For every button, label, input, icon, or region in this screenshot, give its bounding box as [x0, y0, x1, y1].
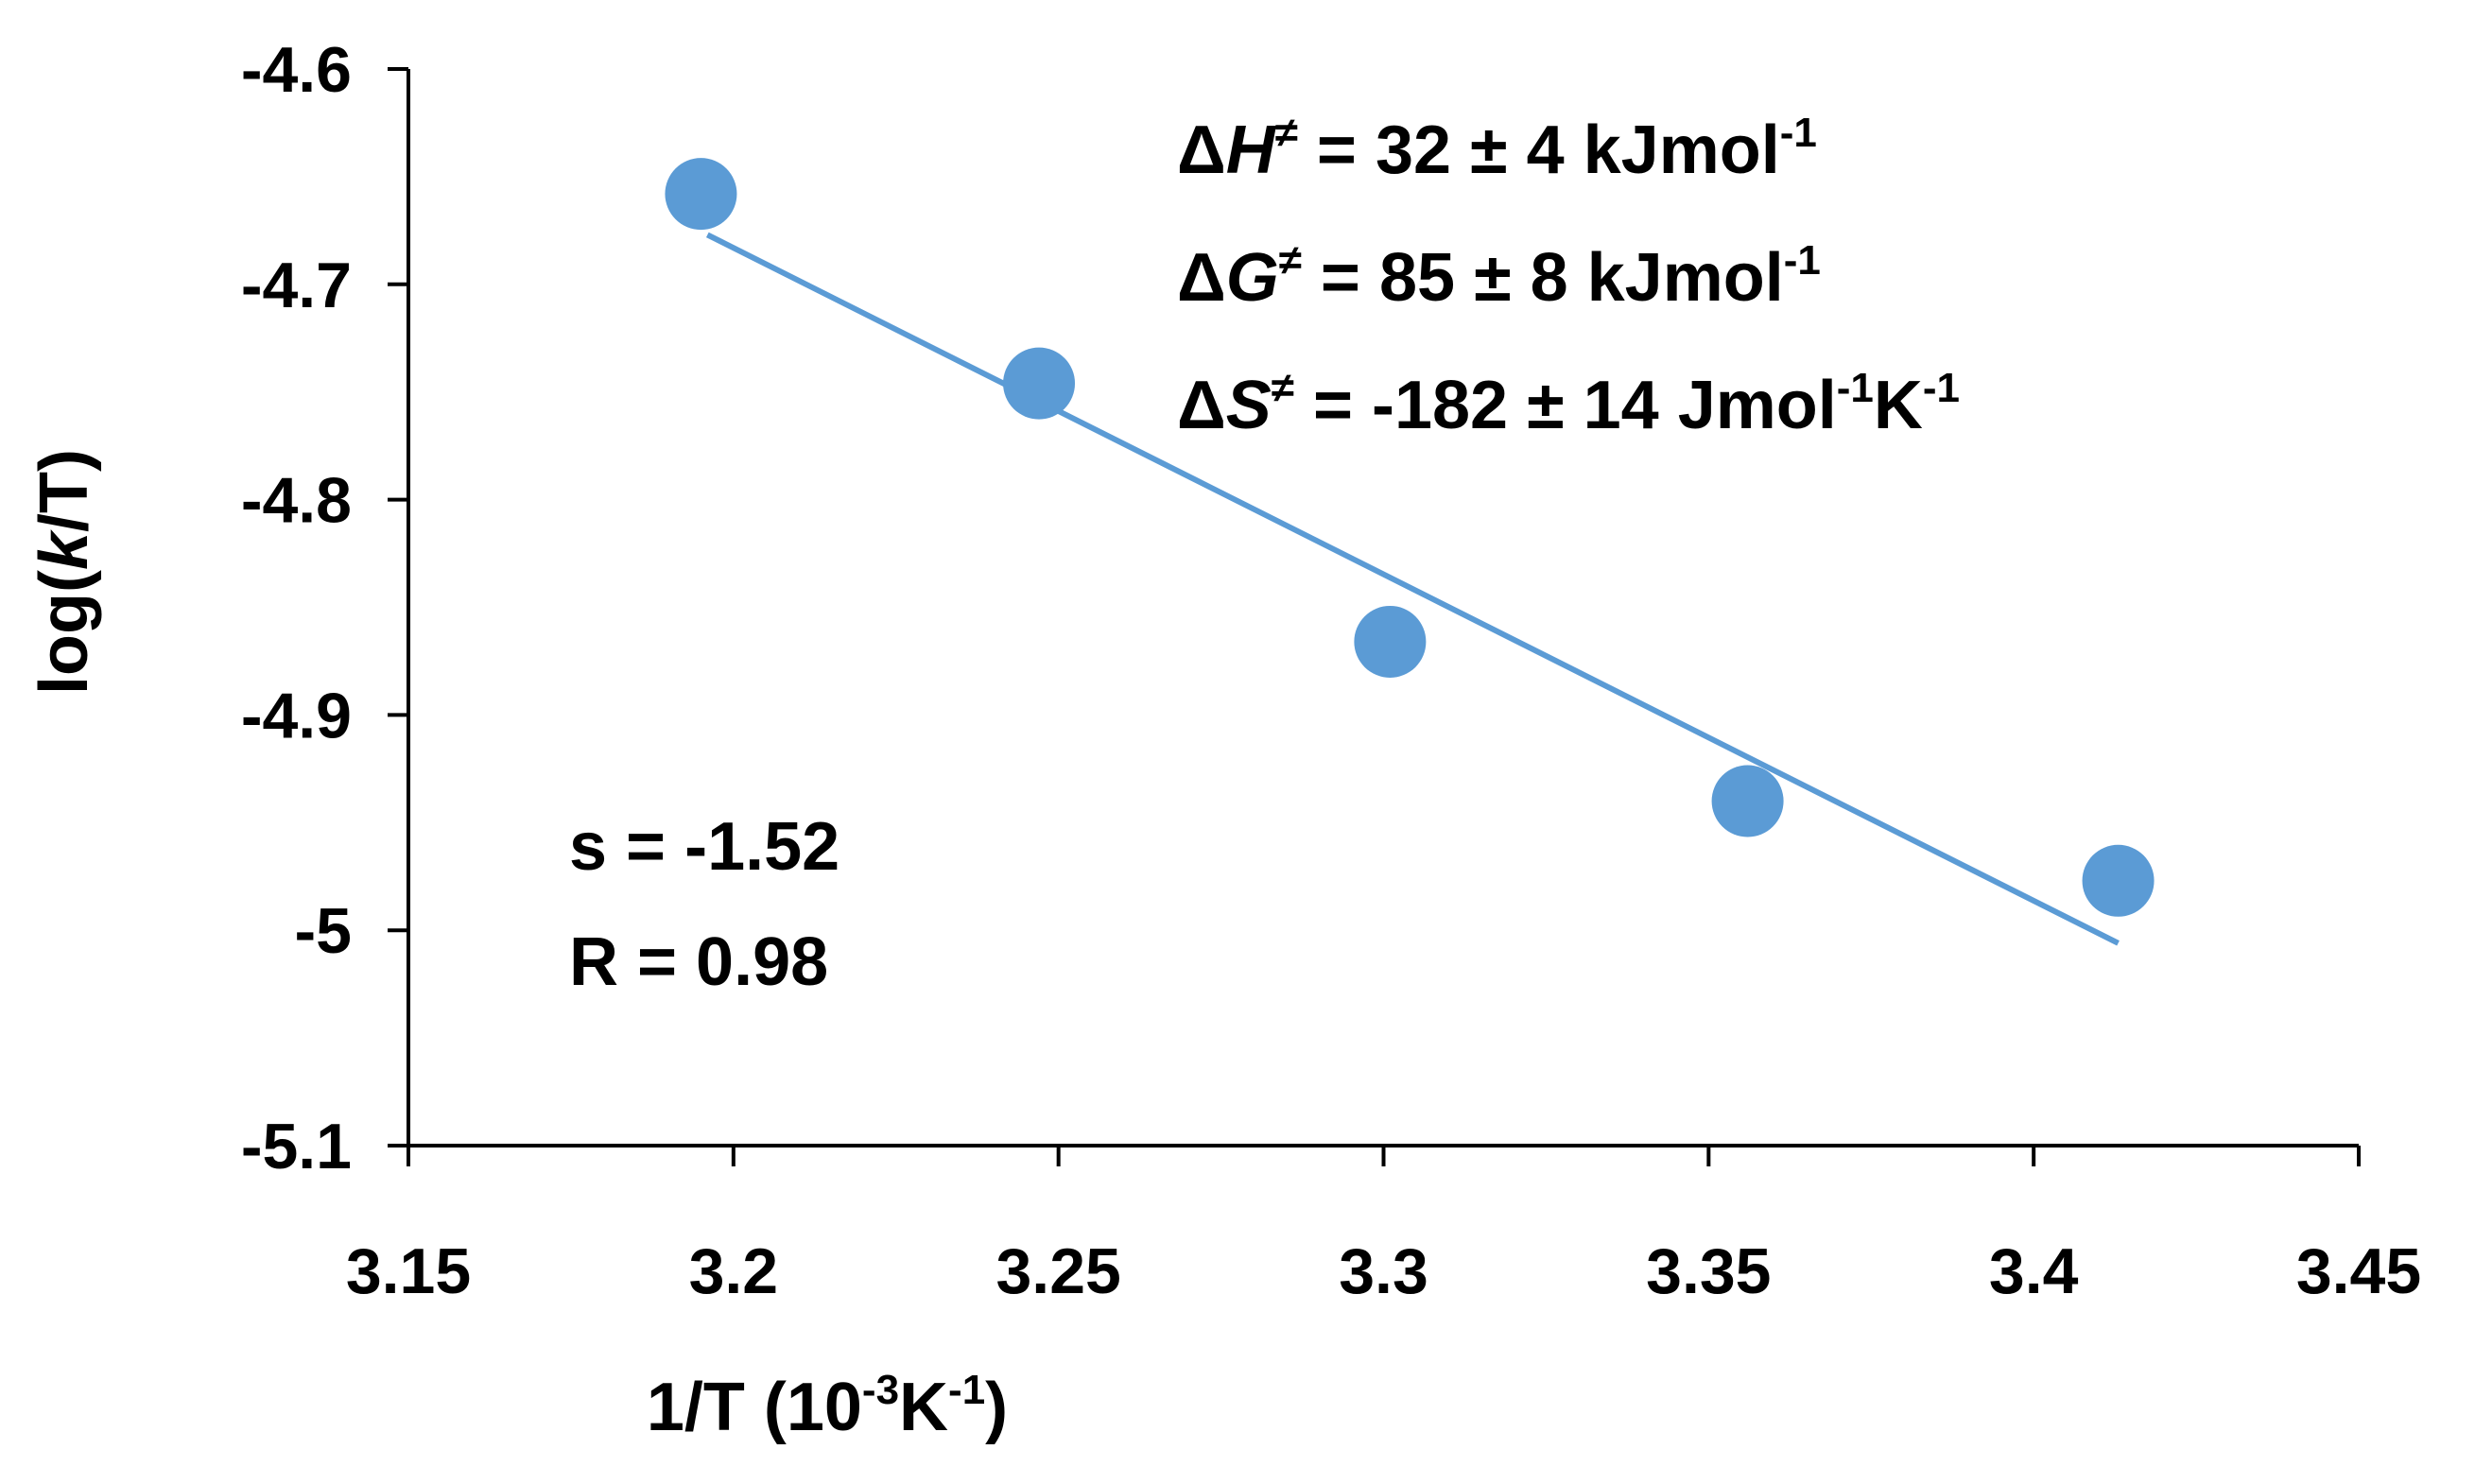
data-point	[1711, 765, 1784, 837]
y-tick-label: -5	[295, 895, 352, 967]
data-point	[1354, 605, 1427, 678]
y-tick-labels: -4.6 -4.7 -4.8 -4.9 -5 -5.1	[241, 34, 352, 1182]
y-tick-label: -4.9	[241, 680, 352, 751]
x-tick-label: 3.2	[689, 1235, 779, 1307]
annotation-slope: s = -1.52	[569, 809, 839, 885]
trendline	[705, 232, 2120, 946]
thermo-annotations: ΔH≠ = 32 ± 4 kJmol-1 ΔG≠ = 85 ± 8 kJmol-…	[1177, 110, 1960, 443]
data-point	[1003, 347, 1076, 420]
x-tick-label: 3.4	[1989, 1235, 2079, 1307]
data-point	[2082, 844, 2155, 917]
data-point	[665, 158, 737, 231]
x-axis-label: 1/T (10-3K-1)	[647, 1367, 1008, 1445]
x-tick-label: 3.35	[1646, 1235, 1771, 1307]
annotation-r: R = 0.98	[569, 924, 828, 1000]
annotation-gibbs: ΔG≠ = 85 ± 8 kJmol-1	[1177, 237, 1821, 316]
x-tick-label: 3.25	[995, 1235, 1120, 1307]
x-tick-label: 3.3	[1339, 1235, 1428, 1307]
trendline-group	[705, 232, 2120, 946]
y-tick-label: -4.8	[241, 465, 352, 537]
tick-marks	[388, 67, 2361, 1166]
x-tick-label: 3.15	[346, 1235, 471, 1307]
y-tick-label: -4.7	[241, 250, 352, 321]
data-points	[665, 158, 2155, 917]
y-axis-label: log(k/T)	[26, 449, 102, 695]
x-tick-labels: 3.15 3.2 3.25 3.3 3.35 3.4 3.45	[346, 1235, 2421, 1307]
x-tick-label: 3.45	[2296, 1235, 2421, 1307]
y-tick-label: -5.1	[241, 1111, 352, 1182]
y-tick-label: -4.6	[241, 34, 352, 106]
annotation-entropy: ΔS≠ = -182 ± 14 Jmol-1K-1	[1177, 365, 1960, 443]
annotation-enthalpy: ΔH≠ = 32 ± 4 kJmol-1	[1177, 110, 1817, 188]
